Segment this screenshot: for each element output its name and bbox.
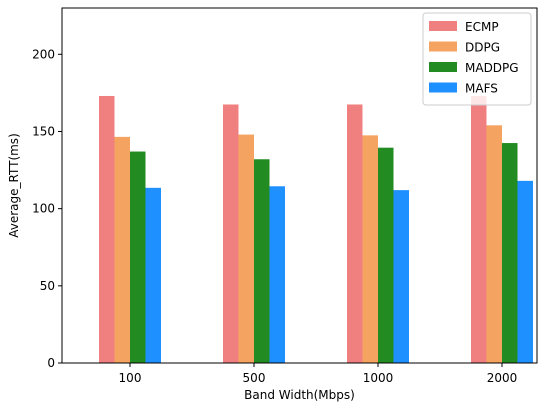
bar-mafs-2000: [517, 180, 533, 363]
x-tick-label: 1000: [363, 371, 394, 385]
bars-group: [99, 95, 533, 363]
bar-ddpg-1000: [362, 135, 378, 363]
legend-label-ecmp: ECMP: [465, 20, 499, 34]
x-tick-label: 500: [243, 371, 266, 385]
bar-ddpg-500: [238, 134, 254, 363]
bar-mafs-100: [145, 187, 161, 363]
y-tick-label: 100: [32, 202, 55, 216]
bar-ddpg-100: [114, 136, 130, 363]
legend-label-maddpg: MADDPG: [465, 61, 519, 75]
legend-swatch-ecmp: [429, 21, 457, 31]
bar-maddpg-2000: [502, 143, 518, 363]
y-tick-label: 150: [32, 124, 55, 138]
bar-maddpg-1000: [378, 147, 394, 363]
bar-maddpg-500: [254, 159, 270, 363]
plot-frame: [61, 7, 538, 364]
x-axis: 100 500 1000 2000: [119, 363, 518, 385]
bar-ecmp-1000: [347, 104, 363, 363]
x-tick-label: 2000: [487, 371, 518, 385]
legend-swatch-mafs: [429, 82, 457, 93]
legend-box: [422, 12, 532, 106]
bar-ddpg-2000: [486, 125, 502, 363]
y-axis-title: Average_RTT(ms): [7, 133, 21, 238]
bar-maddpg-100: [130, 151, 146, 363]
x-tick-label: 100: [119, 371, 142, 385]
legend-swatch-maddpg: [429, 62, 457, 72]
legend: ECMP DDPG MADDPG MAFS: [422, 12, 532, 106]
bar-ecmp-2000: [471, 95, 487, 363]
y-axis: 0 50 100 150 200: [32, 47, 62, 370]
legend-label-ddpg: DDPG: [465, 41, 500, 55]
bar-mafs-500: [269, 186, 285, 363]
legend-label-mafs: MAFS: [465, 82, 498, 96]
bar-ecmp-100: [99, 95, 115, 363]
x-axis-title: Band Width(Mbps): [244, 388, 355, 402]
y-tick-label: 200: [32, 47, 55, 61]
bar-ecmp-500: [223, 104, 239, 363]
bar-mafs-1000: [393, 190, 409, 363]
legend-swatch-ddpg: [429, 41, 457, 52]
y-tick-label: 50: [40, 279, 55, 293]
y-tick-label: 0: [47, 356, 55, 370]
